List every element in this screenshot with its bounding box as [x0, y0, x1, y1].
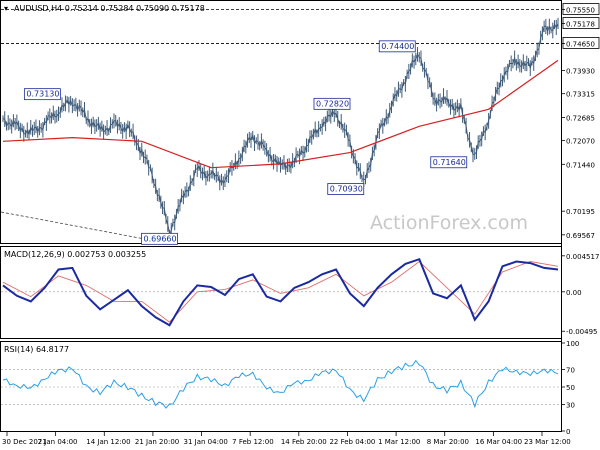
x-tick-label: 23 Mar 12:00 [524, 438, 571, 446]
x-tick-label: 22 Feb 04:00 [329, 438, 375, 446]
trendline [0, 211, 151, 241]
swing-label: 0.74400 [381, 42, 414, 51]
price-y-tick: 0.73315 [566, 91, 595, 99]
x-tick-label: 1 Mar 12:00 [378, 438, 420, 446]
rsi-y-tick: 100 [566, 340, 579, 348]
swing-label-box [430, 156, 468, 169]
x-tick-label: 7 Jan 04:00 [38, 438, 78, 446]
price-panel-frame [0, 0, 562, 244]
watermark: ActionForex.com [370, 212, 528, 234]
ohlc-low: 0.75090 [136, 4, 169, 13]
x-tick-label: 14 Feb 20:00 [281, 438, 327, 446]
y-tick-box [562, 3, 600, 15]
x-tick-label: 8 Mar 20:00 [427, 438, 469, 446]
symbol-label: AUDUSD,H4 [14, 4, 62, 13]
macd-line [2, 257, 559, 327]
price-y-tick: 0.70195 [566, 208, 595, 216]
rsi-y-tick: 50 [566, 384, 575, 392]
ohlc-open: 0.75214 [65, 4, 98, 13]
rsi-y-tick: 70 [566, 366, 575, 374]
x-tick-label: 7 Feb 12:00 [232, 438, 273, 446]
macd-signal-line [2, 260, 559, 323]
price-y-tick: 0.71440 [566, 161, 595, 169]
swing-label: 0.69660 [144, 234, 177, 243]
x-tick-label: 31 Jan 04:00 [184, 438, 228, 446]
swing-label-box [378, 40, 416, 53]
price-y-tick: 0.75178 [566, 21, 595, 29]
price-y-tick: 0.69567 [566, 232, 595, 240]
x-tick-label: 21 Jan 20:00 [135, 438, 179, 446]
price-y-tick: 0.74650 [566, 40, 595, 48]
swing-label-box [327, 183, 365, 195]
y-tick-box [562, 37, 600, 49]
macd-title: MACD(12,26,9) 0.002753 0.003255 [4, 250, 146, 259]
x-tick-label: 16 Mar 04:00 [475, 438, 522, 446]
price-y-tick: 0.72070 [566, 138, 595, 146]
price-y-tick: 0.75550 [566, 7, 595, 15]
macd-y-tick: 0.00 [566, 289, 582, 297]
swing-label: 0.70930 [330, 185, 363, 194]
rsi-title: RSI(14) 64.8177 [4, 345, 69, 354]
ohlc-close: 0.75178 [172, 4, 205, 13]
macd-y-tick: 0.004517 [566, 253, 599, 261]
swing-label-box [23, 88, 61, 101]
moving-average-line [2, 59, 559, 169]
rsi-line [2, 359, 559, 409]
macd-y-tick: -0.00495 [566, 328, 597, 336]
price-title-arrow-icon: ▾ [4, 4, 8, 13]
x-tick-label: 30 Dec 2021 [2, 438, 47, 446]
rsi-panel-frame [0, 341, 562, 432]
ohlc-high: 0.75284 [100, 4, 133, 13]
rsi-y-tick: 30 [566, 402, 575, 410]
swing-label: 0.72820 [316, 99, 349, 108]
swing-label: 0.71640 [433, 158, 466, 167]
rsi-y-tick: 0 [566, 428, 570, 436]
price-line [2, 23, 559, 236]
y-tick-box [562, 17, 600, 29]
swing-label-box [313, 97, 351, 110]
price-y-tick: 0.73930 [566, 68, 595, 76]
swing-label-box [141, 232, 178, 245]
price-title: AUDUSD,H4 0.75214 0.75284 0.75090 0.7517… [14, 4, 205, 13]
x-tick-label: 14 Jan 12:00 [86, 438, 130, 446]
price-y-tick: 0.72685 [566, 114, 595, 122]
swing-label: 0.73130 [26, 90, 59, 99]
